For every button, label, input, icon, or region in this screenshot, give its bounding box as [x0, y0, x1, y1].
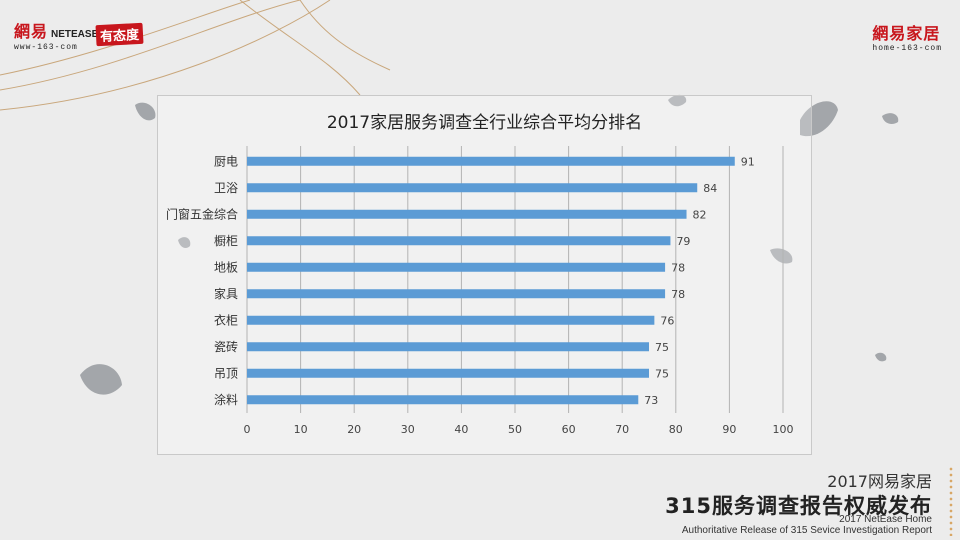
- x-tick-label: 60: [562, 423, 576, 436]
- x-tick-label: 50: [508, 423, 522, 436]
- footer-headline: 315服务调查报告权威发布: [665, 494, 932, 518]
- bar-6: [247, 315, 655, 325]
- data-label: 82: [693, 208, 707, 221]
- footer-english-line2: Authoritative Release of 315 Sevice Inve…: [681, 525, 932, 536]
- x-tick-label: 100: [773, 423, 794, 436]
- x-tick-label: 20: [347, 423, 361, 436]
- netease-home-logo-cn: 網易家居: [872, 24, 941, 43]
- bar-5: [247, 289, 666, 299]
- chart-panel: 2017家居服务调查全行业综合平均分排名 0 10 20 30 40 50 60 70 80 90…: [157, 95, 812, 455]
- netease-logo: 網易 NETEASE www-163-com: [14, 18, 98, 52]
- netease-logo-en: NETEASE: [51, 29, 99, 40]
- category-label: 涂料: [214, 392, 238, 407]
- category-label: 衣柜: [214, 312, 238, 327]
- bar-2: [247, 209, 687, 219]
- x-tick-label: 0: [244, 423, 251, 436]
- bar-3: [247, 236, 671, 246]
- youtaidu-stamp: 有态度: [95, 22, 144, 47]
- x-tick-label: 10: [294, 423, 308, 436]
- category-label: 厨电: [214, 154, 238, 168]
- bar-chart: 0 10 20 30 40 50 60 70 80 90 100 厨电 91 卫浴 84 门窗五金综合 82 橱柜…: [166, 146, 794, 436]
- footer-english-line1: 2017 NetEase Home: [839, 514, 932, 525]
- category-label: 瓷砖: [214, 339, 238, 354]
- x-tick-label: 30: [401, 423, 415, 436]
- category-label: 吊顶: [214, 366, 238, 380]
- x-tick-label: 90: [722, 423, 736, 436]
- bar-1: [247, 183, 698, 193]
- netease-logo-url: www-163-com: [14, 43, 78, 52]
- bar-9: [247, 395, 639, 405]
- category-label: 地板: [214, 260, 238, 274]
- footer-dots: [948, 466, 954, 536]
- data-label: 84: [703, 182, 717, 195]
- bar-7: [247, 342, 649, 352]
- category-label: 橱柜: [214, 234, 238, 248]
- data-label: 75: [655, 341, 669, 354]
- data-label: 79: [676, 235, 690, 248]
- data-label: 91: [741, 155, 755, 168]
- footer-english: 2017 NetEase Home Authoritative Release …: [682, 514, 932, 536]
- category-label: 卫浴: [214, 181, 238, 195]
- category-label: 门窗五金综合: [166, 206, 238, 221]
- footer-year-brand: 2017网易家居: [827, 472, 932, 491]
- data-label: 78: [671, 261, 685, 274]
- bar-0: [247, 156, 735, 166]
- netease-home-logo: 網易家居 home-163-com: [872, 20, 942, 53]
- x-tick-label: 40: [454, 423, 468, 436]
- bar-4: [247, 262, 666, 272]
- chart-title: 2017家居服务调查全行业综合平均分排名: [326, 113, 643, 133]
- data-label: 75: [655, 367, 669, 380]
- data-label: 76: [660, 314, 674, 327]
- data-label: 78: [671, 288, 685, 301]
- x-tick-label: 70: [615, 423, 629, 436]
- netease-home-logo-url: home-163-com: [872, 44, 942, 53]
- x-tick-label: 80: [669, 423, 683, 436]
- data-label: 73: [644, 394, 658, 407]
- netease-logo-cn: 網易: [14, 22, 49, 41]
- category-label: 家具: [214, 286, 238, 301]
- bar-8: [247, 368, 649, 378]
